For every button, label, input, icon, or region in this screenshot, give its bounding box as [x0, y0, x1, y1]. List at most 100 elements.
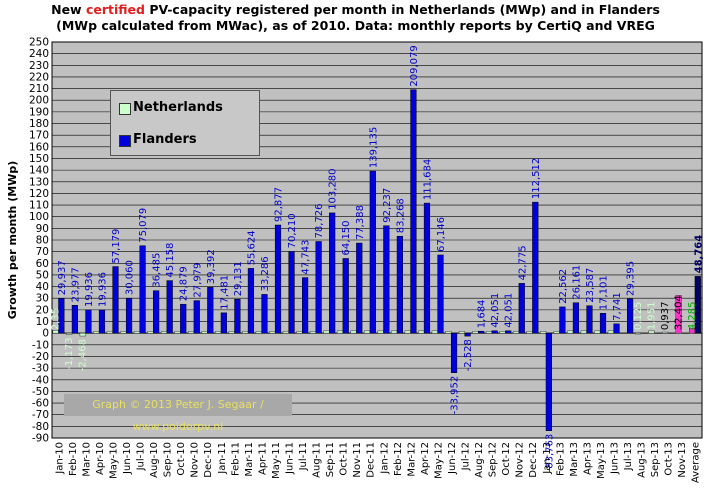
data-label-flanders: 19,936 [84, 272, 95, 307]
bar-flanders [478, 330, 485, 334]
bar-flanders [166, 280, 173, 334]
chart-title-line-1: New certified PV-capacity registered per… [51, 2, 660, 17]
bar-flanders [410, 89, 417, 334]
bar-flanders [139, 245, 146, 334]
bar-netherlands [526, 331, 533, 334]
x-tick-label: Sep-12 [488, 442, 499, 477]
bar-flanders [125, 297, 133, 334]
bar-netherlands [133, 331, 140, 334]
data-label-flanders: 47,743 [301, 240, 312, 275]
data-label-flanders: -33,952 [450, 376, 461, 415]
data-label-flanders: -2,528 [463, 339, 474, 371]
y-tick-label: 10 [36, 316, 49, 328]
bar-netherlands [147, 331, 154, 334]
bar-netherlands [201, 331, 208, 334]
bar-netherlands [377, 330, 384, 334]
data-label-flanders: 75,079 [138, 208, 149, 243]
x-tick-label: Oct-10 [176, 442, 187, 476]
bar-netherlands [485, 331, 493, 334]
x-tick-label: Mar-10 [81, 442, 92, 477]
bar-netherlands [512, 331, 520, 334]
bar-netherlands [634, 332, 642, 335]
x-tick-label: Apr-10 [95, 442, 106, 475]
y-tick-label: 210 [29, 83, 49, 95]
x-tick-label: Average [691, 442, 702, 483]
chart-legend: Netherlands Flanders [110, 90, 260, 156]
data-label-flanders: 29,395 [626, 261, 637, 296]
x-tick-label: Nov-12 [515, 442, 526, 478]
bar-flanders [518, 283, 525, 334]
y-tick-label: 20 [36, 304, 49, 316]
data-label-flanders: 67,146 [436, 217, 447, 252]
y-tick-label: 190 [29, 106, 49, 118]
y-tick-label: 130 [29, 176, 49, 188]
y-tick-label: 50 [36, 269, 49, 281]
data-label-flanders: 27,979 [192, 263, 203, 298]
bar-flanders [302, 277, 309, 334]
data-label-flanders: 111,684 [422, 159, 433, 200]
data-label-flanders: 1,684 [477, 300, 488, 329]
data-label-flanders: 17,481 [219, 275, 230, 310]
bar-netherlands [215, 331, 222, 334]
bar-netherlands [255, 331, 262, 334]
legend-swatch-netherlands [119, 103, 131, 115]
data-label-netherlands: 0,125 [633, 302, 644, 331]
bar-flanders [450, 332, 458, 373]
bar-flanders [505, 330, 512, 334]
bar-netherlands [336, 330, 344, 334]
data-label-flanders: 78,726 [314, 203, 325, 238]
data-label-netherlands: 1,951 [646, 302, 657, 331]
y-tick-label: 220 [29, 71, 49, 83]
y-tick-label: 230 [29, 60, 49, 72]
data-label-flanders: 29,131 [233, 261, 244, 296]
bar-netherlands [661, 331, 669, 334]
y-tick-label: 40 [36, 281, 49, 293]
legend-swatch-flanders [119, 135, 131, 147]
y-tick-label: 60 [36, 258, 49, 270]
bar-netherlands [187, 331, 195, 334]
bar-flanders [545, 332, 552, 431]
x-tick-label: May-10 [108, 442, 119, 479]
y-tick-label: 70 [36, 246, 49, 258]
bar-netherlands [323, 330, 330, 334]
bar-netherlands [675, 295, 682, 334]
x-tick-label: Jan-12 [379, 442, 390, 475]
x-tick-label: Aug-13 [637, 442, 648, 478]
bar-netherlands [580, 330, 587, 334]
bar-flanders [356, 242, 363, 334]
y-tick-label: 30 [36, 293, 49, 305]
data-label-flanders: 26,161 [571, 265, 582, 300]
y-tick-label: 140 [29, 165, 49, 177]
x-tick-label: Apr-12 [420, 442, 431, 475]
y-tick-label: -90 [32, 433, 49, 445]
data-label-flanders: 24,879 [179, 266, 190, 301]
bar-flanders [694, 276, 701, 334]
x-tick-label: Aug-11 [312, 442, 323, 478]
x-tick-label: Aug-12 [474, 442, 485, 478]
bar-flanders [207, 287, 214, 334]
legend-label-flanders: Flanders [133, 132, 197, 147]
bar-flanders [193, 300, 200, 334]
bar-netherlands [404, 330, 411, 334]
bar-netherlands [607, 330, 614, 334]
bar-netherlands [499, 331, 506, 334]
y-tick-label: -30 [32, 363, 49, 375]
data-label-flanders: 36,485 [152, 253, 163, 288]
x-tick-label: Feb-11 [230, 442, 241, 476]
data-label-flanders: 17,101 [599, 275, 610, 310]
y-tick-label: 120 [29, 188, 49, 200]
y-tick-label: 90 [36, 223, 49, 235]
data-label-flanders: 19,936 [97, 272, 108, 307]
x-tick-label: Aug-10 [149, 442, 160, 478]
x-tick-label: May-11 [271, 442, 282, 479]
bar-netherlands [567, 330, 574, 334]
bar-flanders [153, 290, 160, 334]
data-label-flanders: 42,775 [517, 245, 528, 280]
x-tick-label: Jul-13 [623, 442, 634, 471]
y-tick-label: -40 [32, 374, 49, 386]
bar-flanders [599, 313, 607, 334]
bar-flanders [464, 332, 471, 337]
bar-netherlands [594, 330, 601, 334]
y-tick-label: -60 [32, 398, 49, 410]
y-tick-label: -70 [32, 409, 49, 421]
